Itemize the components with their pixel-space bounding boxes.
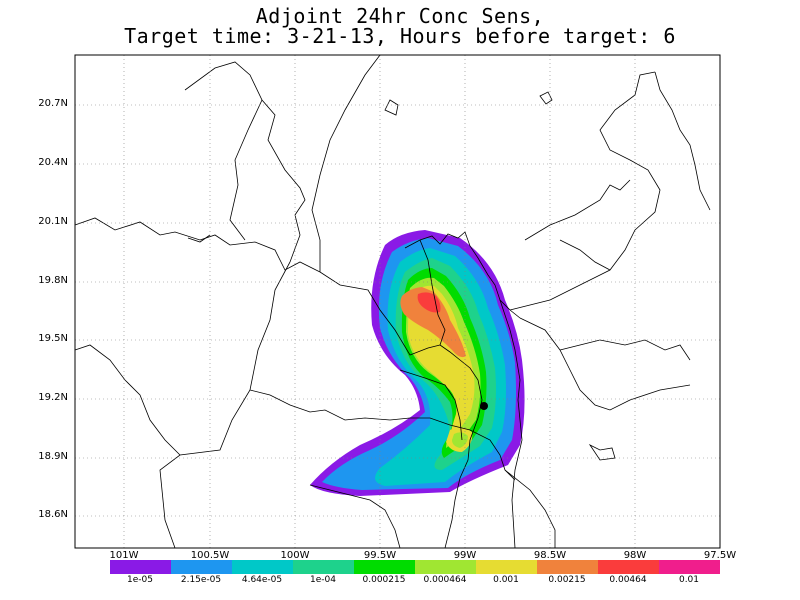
target-marker-icon <box>480 402 488 410</box>
plume-patch-east-inner <box>452 432 468 448</box>
lat-tick-label: 18.9N <box>38 451 68 462</box>
plot-frame <box>74 54 721 549</box>
lon-tick-label: 100W <box>280 550 310 561</box>
colorbar-level-label: 0.00464 <box>609 575 647 585</box>
colorbar-swatch <box>232 560 293 574</box>
concentration-plume <box>310 230 525 496</box>
lon-tick-label: 101W <box>109 550 139 561</box>
lat-tick-label: 19.8N <box>38 275 68 286</box>
lat-tick-label: 20.7N <box>38 98 68 109</box>
colorbar-level-label: 0.001 <box>493 575 519 585</box>
lat-tick-label: 18.6N <box>38 509 68 520</box>
colorbar-swatch <box>293 560 354 574</box>
colorbar-level-label: 2.15e-05 <box>180 575 222 585</box>
plume-level-8 <box>400 287 466 358</box>
lat-tick-label: 19.2N <box>38 392 68 403</box>
colorbar-level-label: 1e-05 <box>127 575 153 585</box>
colorbar-swatch <box>415 560 476 574</box>
lat-tick-label: 19.5N <box>38 333 68 344</box>
colorbar-level-label: 0.01 <box>678 575 700 585</box>
lon-tick-label: 97.5W <box>703 550 737 561</box>
colorbar-level-label: 0.00215 <box>548 575 586 585</box>
lon-tick-label: 100.5W <box>190 550 230 561</box>
colorbar <box>110 560 720 574</box>
lon-tick-label: 98W <box>623 550 647 561</box>
lon-tick-label: 99W <box>453 550 477 561</box>
map-title-line2: Target time: 3-21-13, Hours before targe… <box>124 24 676 48</box>
colorbar-level-label: 1e-04 <box>310 575 336 585</box>
colorbar-level-label: 4.64e-05 <box>241 575 283 585</box>
colorbar-swatch <box>110 560 171 574</box>
colorbar-swatch <box>354 560 415 574</box>
lon-tick-label: 98.5W <box>533 550 567 561</box>
colorbar-swatch <box>537 560 598 574</box>
colorbar-swatch <box>659 560 720 574</box>
lon-tick-label: 99.5W <box>363 550 397 561</box>
colorbar-level-label: 0.000215 <box>362 575 406 585</box>
colorbar-level-label: 0.000464 <box>423 575 467 585</box>
lat-tick-label: 20.1N <box>38 216 68 227</box>
colorbar-swatch <box>476 560 537 574</box>
colorbar-swatch <box>171 560 232 574</box>
colorbar-swatch <box>598 560 659 574</box>
lat-tick-label: 20.4N <box>38 157 68 168</box>
state-boundaries <box>74 54 711 549</box>
map-title-line1: Adjoint 24hr Conc Sens, <box>255 4 545 28</box>
